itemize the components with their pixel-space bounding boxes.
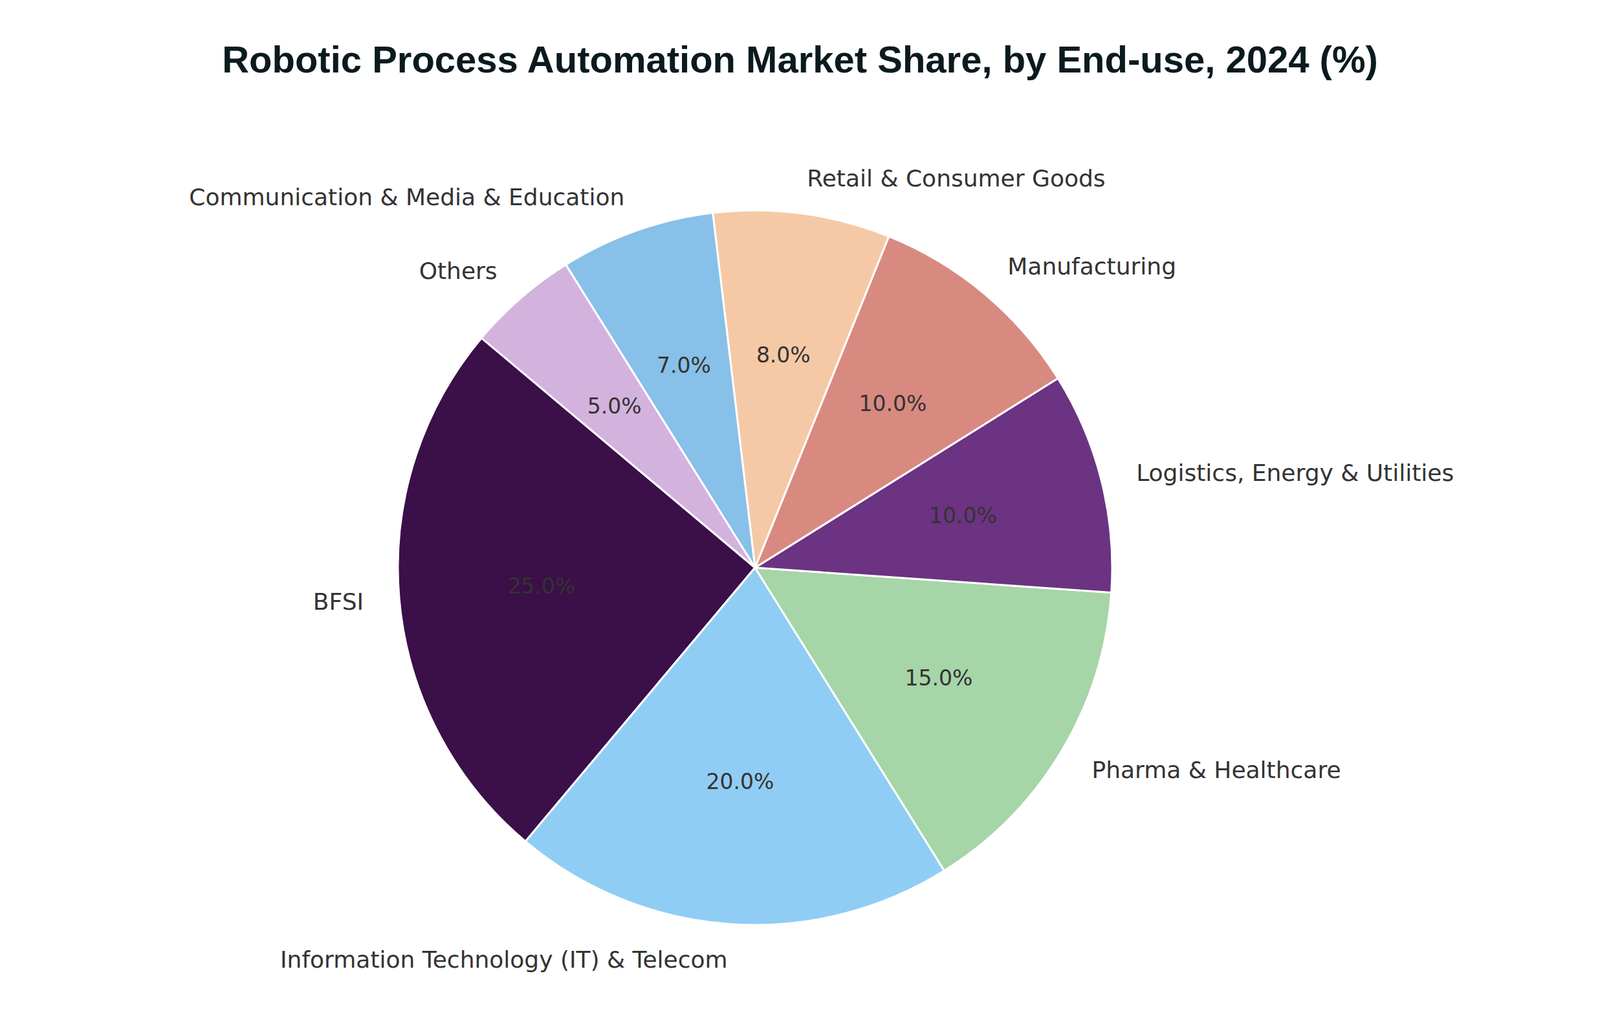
category-label: BFSI — [313, 588, 364, 615]
pie-slice — [755, 567, 1112, 871]
data-label: 20.0% — [705, 768, 774, 794]
pie-slice — [481, 264, 756, 568]
labels: BFSI 25.0% Information Technology (IT) & T… — [188, 164, 1454, 974]
data-label: 8.0% — [756, 342, 811, 368]
data-label: 5.0% — [587, 393, 642, 419]
category-label: Communication & Media & Education — [188, 183, 625, 211]
data-label: 25.0% — [507, 573, 576, 599]
slices — [397, 210, 1113, 925]
chart-canvas: Robotic Process Automation Market Share,… — [0, 0, 1600, 1035]
chart-title: Robotic Process Automation Market Share,… — [221, 38, 1379, 81]
category-label: Others — [419, 257, 498, 285]
category-label: Manufacturing — [1007, 252, 1177, 280]
data-label: 10.0% — [858, 390, 927, 417]
category-label: Logistics, Energy & Utilities — [1136, 459, 1454, 486]
data-label: 7.0% — [656, 352, 712, 378]
category-label: Pharma & Healthcare — [1091, 756, 1341, 783]
category-label: Retail & Consumer Goods — [806, 164, 1106, 192]
data-label: 10.0% — [929, 502, 998, 528]
data-label: 15.0% — [904, 665, 973, 691]
category-label: Information Technology (IT) & Telecom — [280, 945, 728, 973]
